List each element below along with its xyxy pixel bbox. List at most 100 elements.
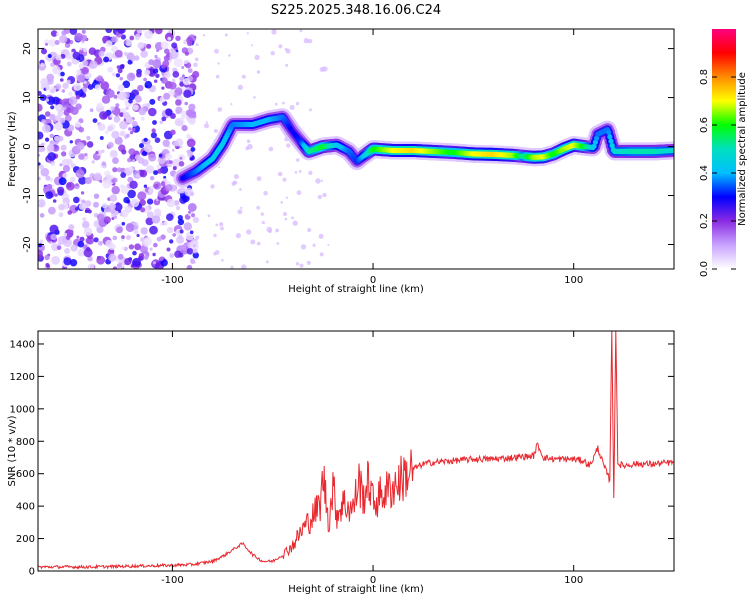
- noise-speck: [51, 255, 60, 265]
- noise-speck: [139, 169, 148, 178]
- noise-speck: [89, 108, 94, 112]
- noise-speck: [256, 205, 261, 210]
- y-tick-label: 800: [16, 437, 35, 448]
- noise-speck: [100, 81, 110, 91]
- noise-speck: [178, 161, 185, 167]
- noise-speck: [129, 55, 136, 62]
- noise-speck: [38, 243, 43, 248]
- noise-speck: [52, 119, 57, 123]
- noise-speck: [166, 226, 174, 234]
- noise-speck: [123, 196, 130, 204]
- noise-speck: [116, 65, 121, 69]
- noise-speck: [63, 257, 72, 266]
- noise-speck: [163, 92, 171, 100]
- noise-speck: [60, 78, 64, 82]
- noise-speck: [147, 198, 154, 205]
- noise-speck: [193, 261, 196, 264]
- noise-speck: [246, 32, 249, 35]
- noise-speck: [115, 73, 121, 78]
- noise-speck: [166, 213, 174, 221]
- noise-speck: [129, 130, 134, 135]
- noise-speck: [125, 133, 130, 138]
- noise-speck: [256, 241, 261, 246]
- noise-speck: [135, 173, 141, 178]
- noise-speck: [168, 81, 177, 90]
- noise-speck: [143, 137, 148, 142]
- noise-speck: [172, 166, 177, 171]
- noise-speck: [75, 183, 79, 187]
- colorbar-ticks: 0.0 0.2 0.4 0.6 0.8: [699, 69, 736, 277]
- noise-speck: [47, 152, 57, 161]
- noise-speck: [217, 107, 223, 112]
- noise-speck: [93, 201, 99, 208]
- noise-speck: [187, 152, 193, 158]
- noise-speck: [127, 189, 136, 199]
- noise-speck: [183, 89, 192, 99]
- noise-speck: [124, 205, 133, 213]
- colorbar-tick-label: 0.0: [699, 261, 710, 277]
- noise-speck: [83, 227, 93, 236]
- noise-speck: [143, 69, 151, 76]
- snr-frame: [37, 330, 675, 572]
- noise-speck: [38, 249, 43, 259]
- x-tick-label: -100: [161, 275, 184, 286]
- noise-speck: [101, 149, 105, 153]
- colorbar-tick-label: 0.6: [699, 117, 710, 133]
- noise-speck: [105, 239, 113, 248]
- noise-speck: [93, 193, 100, 199]
- y-tick-label: 0: [29, 567, 35, 578]
- noise-speck: [108, 202, 116, 210]
- noise-speck: [98, 240, 103, 246]
- noise-speck: [86, 141, 94, 148]
- noise-speck: [105, 40, 113, 48]
- noise-speck: [59, 34, 68, 44]
- noise-speck: [163, 55, 170, 62]
- noise-speck: [112, 167, 118, 173]
- noise-speck: [192, 252, 199, 259]
- noise-speck: [114, 49, 123, 58]
- noise-speck: [122, 80, 131, 89]
- noise-speck: [187, 109, 197, 119]
- noise-speck: [51, 243, 60, 251]
- noise-speck: [96, 102, 103, 109]
- noise-speck: [137, 191, 147, 201]
- noise-speck: [188, 103, 196, 111]
- colorbar: 0.0 0.2 0.4 0.6 0.8 Normalized spectral ampl…: [699, 29, 748, 277]
- noise-speck: [153, 170, 159, 176]
- noise-speck: [175, 35, 181, 41]
- noise-speck: [152, 261, 156, 265]
- noise-speck: [62, 172, 68, 179]
- noise-speck: [113, 215, 117, 219]
- noise-speck: [148, 59, 155, 66]
- y-tick-label: -20: [22, 236, 33, 252]
- noise-speck: [256, 176, 262, 182]
- noise-speck: [187, 40, 193, 47]
- noise-speck: [48, 39, 57, 47]
- noise-speck: [76, 69, 82, 75]
- noise-speck: [89, 60, 98, 69]
- noise-speck: [114, 202, 123, 212]
- noise-speck: [45, 191, 54, 200]
- noise-speck: [117, 29, 126, 34]
- noise-speck: [149, 225, 158, 235]
- noise-speck: [140, 227, 148, 235]
- noise-speck: [319, 252, 324, 257]
- noise-speck: [282, 177, 287, 182]
- noise-speck: [133, 225, 139, 230]
- noise-speck: [256, 70, 261, 74]
- noise-speck: [55, 104, 64, 113]
- noise-speck: [141, 50, 148, 57]
- noise-speck: [98, 50, 105, 57]
- noise-speck: [235, 233, 241, 239]
- noise-speck: [127, 157, 132, 163]
- noise-speck: [146, 43, 152, 49]
- noise-speck: [43, 78, 47, 81]
- noise-speck: [45, 175, 51, 181]
- noise-speck: [268, 146, 274, 152]
- noise-speck: [184, 101, 188, 106]
- noise-speck: [61, 98, 70, 107]
- noise-speck: [149, 98, 156, 105]
- noise-speck: [99, 111, 108, 120]
- noise-speck: [73, 196, 80, 204]
- noise-speck: [64, 42, 71, 48]
